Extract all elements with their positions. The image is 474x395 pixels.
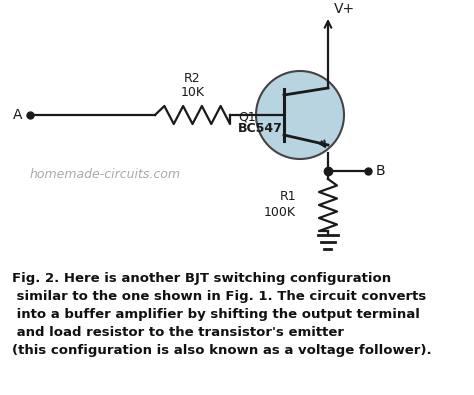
Circle shape [256, 71, 344, 159]
Text: BC547: BC547 [238, 122, 283, 135]
Text: 100K: 100K [264, 207, 296, 220]
Text: B: B [376, 164, 386, 178]
Text: Fig. 2. Here is another BJT switching configuration: Fig. 2. Here is another BJT switching co… [12, 272, 391, 285]
Text: Q1: Q1 [238, 110, 256, 123]
Text: V+: V+ [334, 2, 355, 16]
Text: A: A [12, 108, 22, 122]
Text: R1: R1 [279, 190, 296, 203]
Text: R2: R2 [184, 72, 201, 85]
Text: (this configuration is also known as a voltage follower).: (this configuration is also known as a v… [12, 344, 432, 357]
Text: and load resistor to the transistor's emitter: and load resistor to the transistor's em… [12, 326, 344, 339]
Text: similar to the one shown in Fig. 1. The circuit converts: similar to the one shown in Fig. 1. The … [12, 290, 426, 303]
Text: 10K: 10K [181, 86, 204, 99]
Text: into a buffer amplifier by shifting the output terminal: into a buffer amplifier by shifting the … [12, 308, 420, 321]
Text: homemade-circuits.com: homemade-circuits.com [30, 169, 181, 181]
